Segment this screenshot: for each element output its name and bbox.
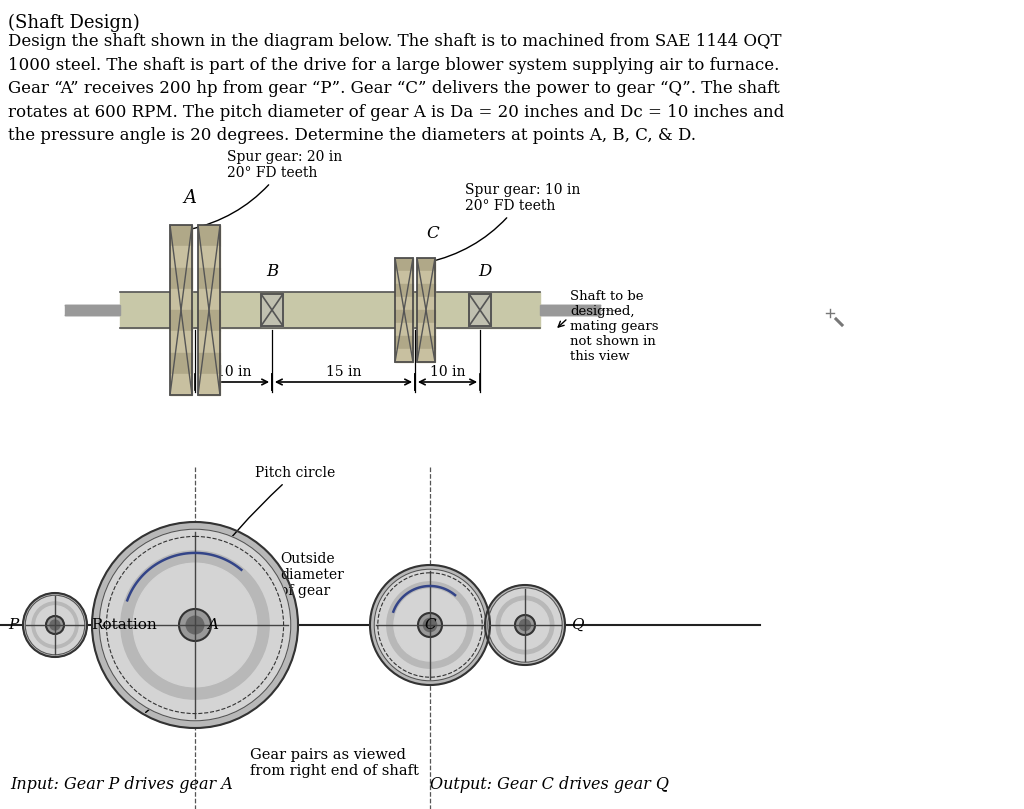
Bar	[170, 246, 193, 268]
Bar	[261, 294, 283, 326]
Bar	[65, 305, 120, 315]
Circle shape	[121, 551, 269, 699]
Circle shape	[515, 615, 535, 635]
Bar	[469, 294, 490, 326]
Circle shape	[46, 616, 63, 634]
Circle shape	[370, 565, 490, 685]
Bar	[198, 246, 220, 268]
Text: Pitch circle: Pitch circle	[133, 466, 335, 685]
Text: Design the shaft shown in the diagram below. The shaft is to machined from SAE 1: Design the shaft shown in the diagram be…	[8, 33, 784, 144]
Text: B: B	[266, 263, 279, 280]
Circle shape	[497, 596, 554, 654]
Circle shape	[418, 613, 442, 637]
Text: A: A	[207, 618, 218, 632]
Circle shape	[179, 609, 211, 641]
Text: 10 in: 10 in	[430, 365, 465, 379]
Text: Outside
diameter
of gear: Outside diameter of gear	[145, 552, 344, 713]
Bar	[417, 310, 435, 323]
Bar	[417, 284, 435, 297]
Bar	[198, 225, 220, 395]
Text: Input: Gear P drives gear A: Input: Gear P drives gear A	[10, 776, 232, 793]
Text: 10 in: 10 in	[216, 365, 251, 379]
Bar	[395, 323, 413, 336]
Bar	[395, 271, 413, 284]
Bar	[395, 297, 413, 310]
Circle shape	[423, 618, 436, 632]
Bar	[170, 353, 193, 374]
Bar	[395, 310, 413, 323]
Circle shape	[519, 620, 530, 630]
Bar	[469, 294, 490, 326]
Bar	[170, 225, 193, 246]
Circle shape	[23, 593, 87, 657]
Circle shape	[133, 563, 257, 687]
Bar	[170, 268, 193, 289]
Circle shape	[501, 601, 549, 649]
Text: 15 in: 15 in	[326, 365, 361, 379]
Bar	[417, 258, 435, 271]
Bar	[261, 294, 283, 326]
Circle shape	[186, 616, 204, 633]
Text: Q: Q	[571, 618, 584, 632]
Bar	[417, 336, 435, 349]
Text: Spur gear: 10 in
20° FD teeth: Spur gear: 10 in 20° FD teeth	[428, 183, 581, 262]
Circle shape	[99, 529, 291, 721]
Text: P: P	[8, 618, 18, 632]
Bar	[198, 225, 220, 246]
Bar	[417, 271, 435, 284]
Bar	[170, 310, 193, 331]
Bar	[395, 336, 413, 349]
Text: A: A	[183, 189, 197, 207]
Bar	[198, 289, 220, 310]
Bar	[198, 353, 220, 374]
Bar	[170, 331, 193, 353]
Bar	[395, 258, 413, 271]
Text: Shaft to be
designed,
mating gears
not shown in
this view: Shaft to be designed, mating gears not s…	[570, 290, 658, 363]
Text: C: C	[424, 618, 436, 632]
Text: Gear pairs as viewed
from right end of shaft: Gear pairs as viewed from right end of s…	[250, 748, 419, 778]
Bar	[417, 258, 435, 362]
Bar	[198, 374, 220, 395]
Text: (Shaft Design): (Shaft Design)	[8, 14, 139, 32]
Circle shape	[387, 582, 473, 668]
Bar	[198, 331, 220, 353]
Circle shape	[487, 588, 562, 663]
Circle shape	[36, 606, 74, 644]
Bar	[198, 310, 220, 331]
Bar	[417, 323, 435, 336]
Circle shape	[50, 620, 60, 630]
Bar	[198, 268, 220, 289]
Circle shape	[394, 589, 466, 661]
Circle shape	[26, 595, 85, 654]
Circle shape	[821, 304, 839, 322]
Bar	[417, 349, 435, 362]
Text: Spur gear: 20 in
20° FD teeth: Spur gear: 20 in 20° FD teeth	[189, 150, 342, 230]
Circle shape	[374, 570, 485, 681]
Text: C: C	[427, 225, 439, 242]
Bar	[395, 284, 413, 297]
Circle shape	[32, 602, 78, 648]
Circle shape	[485, 585, 565, 665]
Bar	[170, 374, 193, 395]
Bar	[120, 292, 540, 328]
Text: D: D	[478, 263, 492, 280]
Bar	[170, 225, 193, 395]
Bar	[395, 349, 413, 362]
Bar	[395, 258, 413, 362]
Text: Rotation: Rotation	[91, 618, 157, 632]
Bar	[417, 297, 435, 310]
Circle shape	[92, 522, 298, 728]
Text: Output: Gear C drives gear Q: Output: Gear C drives gear Q	[430, 776, 669, 793]
Bar	[540, 305, 600, 315]
Bar	[170, 289, 193, 310]
